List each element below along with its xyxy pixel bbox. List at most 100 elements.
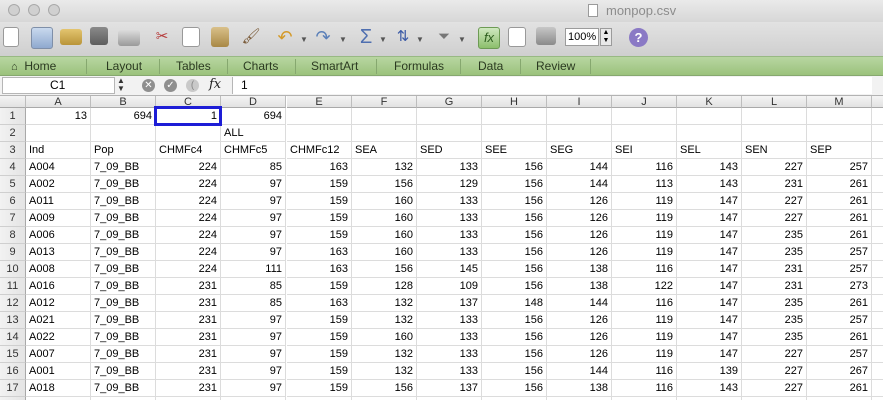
- column-header-l[interactable]: L: [742, 96, 807, 108]
- cell-overflow[interactable]: [872, 278, 883, 295]
- cell-j13[interactable]: 119: [612, 312, 677, 329]
- cell-a3[interactable]: Ind: [26, 142, 91, 159]
- cell-e3[interactable]: CHMFc12: [287, 142, 352, 159]
- cell-h5[interactable]: 156: [482, 176, 547, 193]
- tab-charts[interactable]: Charts: [243, 59, 279, 73]
- column-header-j[interactable]: J: [612, 96, 677, 108]
- cell-g2[interactable]: [417, 125, 482, 142]
- cell-i11[interactable]: 138: [547, 278, 612, 295]
- cell-overflow[interactable]: [872, 380, 883, 397]
- cell-d3[interactable]: CHMFc5: [221, 142, 286, 159]
- tab-layout[interactable]: Layout: [106, 59, 143, 73]
- cell-i9[interactable]: 126: [547, 244, 612, 261]
- cell-a13[interactable]: A021: [26, 312, 91, 329]
- zoom-stepper[interactable]: ▲ ▼: [600, 28, 612, 46]
- row-header[interactable]: 16: [0, 363, 26, 380]
- cell-j2[interactable]: [612, 125, 677, 142]
- cell-b12[interactable]: 7_09_BB: [91, 295, 156, 312]
- tab-review[interactable]: Review: [536, 59, 576, 73]
- cell-m14[interactable]: 261: [807, 329, 872, 346]
- cell-b14[interactable]: 7_09_BB: [91, 329, 156, 346]
- cell-j16[interactable]: 116: [612, 363, 677, 380]
- cell-m5[interactable]: 261: [807, 176, 872, 193]
- cell-e2[interactable]: [287, 125, 352, 142]
- cell-a12[interactable]: A012: [26, 295, 91, 312]
- cell-f6[interactable]: 160: [352, 193, 417, 210]
- cell-k15[interactable]: 147: [677, 346, 742, 363]
- cell-k12[interactable]: 147: [677, 295, 742, 312]
- cell-m9[interactable]: 257: [807, 244, 872, 261]
- cell-i17[interactable]: 138: [547, 380, 612, 397]
- row-header[interactable]: 1: [0, 108, 26, 125]
- cell-f14[interactable]: 160: [352, 329, 417, 346]
- cell-h15[interactable]: 156: [482, 346, 547, 363]
- cell-f2[interactable]: [352, 125, 417, 142]
- cell-h16[interactable]: 156: [482, 363, 547, 380]
- cell-f12[interactable]: 132: [352, 295, 417, 312]
- cell-k6[interactable]: 147: [677, 193, 742, 210]
- cell-j10[interactable]: 116: [612, 261, 677, 278]
- cell-k4[interactable]: 143: [677, 159, 742, 176]
- cell-e6[interactable]: 159: [287, 193, 352, 210]
- row-header[interactable]: 13: [0, 312, 26, 329]
- cell-overflow[interactable]: [872, 244, 883, 261]
- cell-b3[interactable]: Pop: [91, 142, 156, 159]
- cell-f9[interactable]: 160: [352, 244, 417, 261]
- cell-l9[interactable]: 235: [742, 244, 807, 261]
- cell-a8[interactable]: A006: [26, 227, 91, 244]
- cell-j17[interactable]: 116: [612, 380, 677, 397]
- cell-h17[interactable]: 156: [482, 380, 547, 397]
- column-header-i[interactable]: I: [547, 96, 612, 108]
- cell-f1[interactable]: [352, 108, 417, 125]
- cell-g13[interactable]: 133: [417, 312, 482, 329]
- column-header-h[interactable]: H: [482, 96, 547, 108]
- cell-c17[interactable]: 231: [156, 380, 221, 397]
- cell-j8[interactable]: 119: [612, 227, 677, 244]
- cell-h13[interactable]: 156: [482, 312, 547, 329]
- cell-d8[interactable]: 97: [221, 227, 286, 244]
- cell-d14[interactable]: 97: [221, 329, 286, 346]
- cell-f15[interactable]: 132: [352, 346, 417, 363]
- cell-l8[interactable]: 235: [742, 227, 807, 244]
- cell-j6[interactable]: 119: [612, 193, 677, 210]
- cell-overflow[interactable]: [872, 329, 883, 346]
- cell-e14[interactable]: 159: [287, 329, 352, 346]
- cut-icon[interactable]: ✂: [155, 28, 169, 45]
- paren-icon[interactable]: (: [186, 79, 199, 92]
- name-box[interactable]: C1: [2, 77, 115, 94]
- sort-icon[interactable]: ⇅: [396, 28, 410, 45]
- cell-overflow[interactable]: [872, 176, 883, 193]
- cell-j4[interactable]: 116: [612, 159, 677, 176]
- cell-d17[interactable]: 97: [221, 380, 286, 397]
- row-header[interactable]: 6: [0, 193, 26, 210]
- cell-f4[interactable]: 132: [352, 159, 417, 176]
- cell-j5[interactable]: 113: [612, 176, 677, 193]
- cell-b17[interactable]: 7_09_BB: [91, 380, 156, 397]
- cell-m3[interactable]: SEP: [807, 142, 872, 159]
- cell-b7[interactable]: 7_09_BB: [91, 210, 156, 227]
- cell-i8[interactable]: 126: [547, 227, 612, 244]
- cell-j9[interactable]: 119: [612, 244, 677, 261]
- cell-e15[interactable]: 159: [287, 346, 352, 363]
- column-header-m[interactable]: M: [807, 96, 872, 108]
- cell-j12[interactable]: 116: [612, 295, 677, 312]
- tab-home[interactable]: ⌂ Home: [11, 57, 56, 76]
- cell-b6[interactable]: 7_09_BB: [91, 193, 156, 210]
- function-icon[interactable]: fx: [478, 27, 500, 49]
- cell-j11[interactable]: 122: [612, 278, 677, 295]
- filter-icon[interactable]: ⏷: [437, 28, 450, 45]
- cell-f11[interactable]: 128: [352, 278, 417, 295]
- cell-g10[interactable]: 145: [417, 261, 482, 278]
- cell-h3[interactable]: SEE: [482, 142, 547, 159]
- cell-a10[interactable]: A008: [26, 261, 91, 278]
- cell-d10[interactable]: 111: [221, 261, 286, 278]
- cell-g15[interactable]: 133: [417, 346, 482, 363]
- cell-c10[interactable]: 224: [156, 261, 221, 278]
- cell-d4[interactable]: 85: [221, 159, 286, 176]
- chevron-down-icon[interactable]: ▼: [458, 35, 466, 44]
- cell-l15[interactable]: 227: [742, 346, 807, 363]
- cell-c2[interactable]: [156, 125, 221, 142]
- cell-a11[interactable]: A016: [26, 278, 91, 295]
- row-header[interactable]: 2: [0, 125, 26, 142]
- cell-d12[interactable]: 85: [221, 295, 286, 312]
